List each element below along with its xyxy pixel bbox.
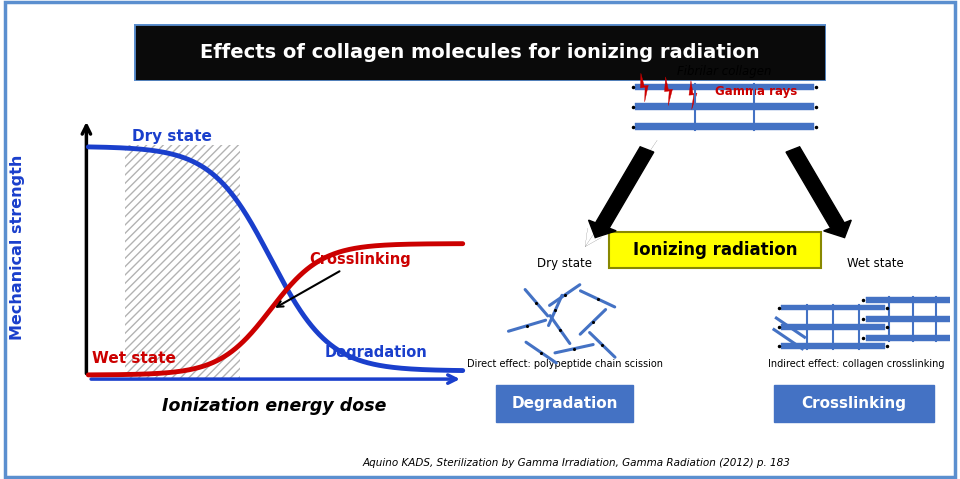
Bar [781,343,884,349]
Text: Aquino KADS, Sterilization by Gamma Irradiation, Gamma Radiation (2012) p. 183: Aquino KADS, Sterilization by Gamma Irra… [362,458,790,468]
Bar [636,124,814,130]
Polygon shape [664,77,672,106]
Text: Gamma rays: Gamma rays [715,85,798,99]
Text: Ionizing radiation: Ionizing radiation [633,241,798,259]
Text: Degradation: Degradation [324,345,427,360]
Polygon shape [689,80,697,109]
Text: Ionization energy dose: Ionization energy dose [162,398,387,415]
FancyArrow shape [588,147,654,238]
Polygon shape [640,73,648,102]
Text: Direct effect: polypeptide chain scission: Direct effect: polypeptide chain scissio… [467,359,662,369]
FancyBboxPatch shape [134,24,826,81]
Text: Crosslinking: Crosslinking [802,396,906,411]
Text: Degradation: Degradation [512,396,618,411]
Text: Wet state: Wet state [92,351,176,365]
Bar [636,83,814,91]
Bar [781,324,884,330]
FancyBboxPatch shape [610,232,821,268]
Bar [781,305,884,310]
Bar [866,335,960,341]
Text: Wet state: Wet state [847,257,903,270]
Text: Dry state: Dry state [538,257,592,270]
Bar [125,145,240,378]
Text: Effects of collagen molecules for ionizing radiation: Effects of collagen molecules for ionizi… [201,43,759,62]
Text: Indirect effect: collagen crosslinking: Indirect effect: collagen crosslinking [768,359,945,369]
Bar [866,297,960,303]
Bar [636,103,814,110]
FancyBboxPatch shape [496,385,633,422]
Bar [866,316,960,322]
Text: Dry state: Dry state [132,129,212,144]
Text: Crosslinking: Crosslinking [277,252,411,307]
FancyArrow shape [786,147,852,238]
Text: Fibrilar collagen: Fibrilar collagen [678,65,772,78]
FancyBboxPatch shape [774,385,934,422]
Text: Mechanical strength: Mechanical strength [10,155,25,341]
